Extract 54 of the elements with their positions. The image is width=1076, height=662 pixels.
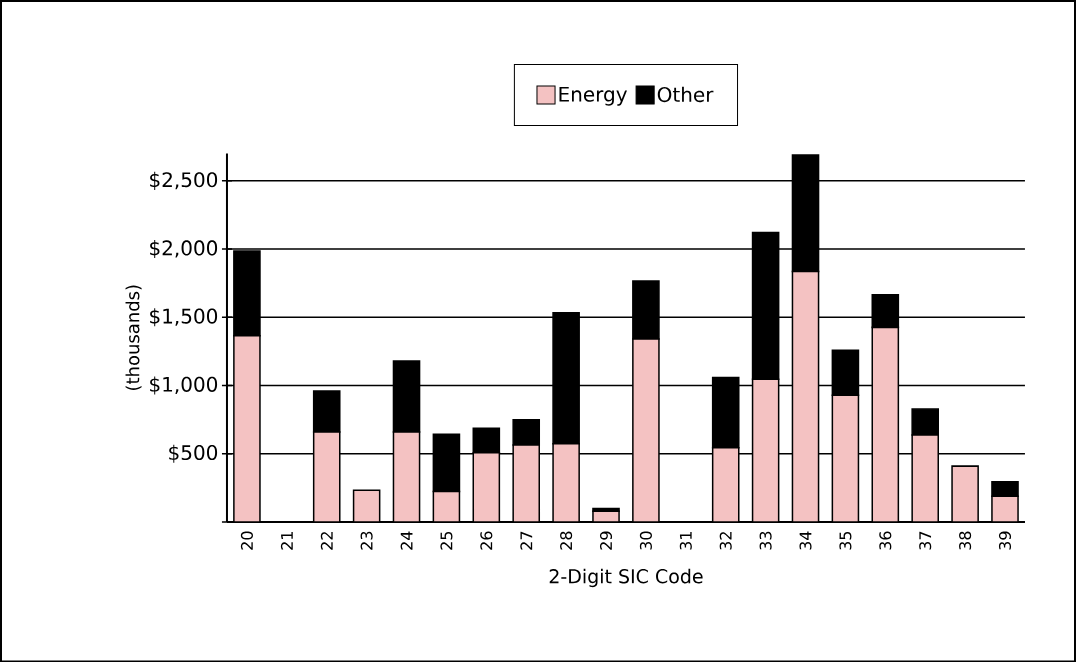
legend-label: Other xyxy=(657,86,714,102)
x-tick-label: 22 xyxy=(320,531,333,550)
bar xyxy=(632,338,660,522)
bar xyxy=(312,430,341,522)
y-axis-title: (thousands) xyxy=(125,285,142,390)
y-tick-label: $2,500 xyxy=(150,171,218,190)
bar xyxy=(472,451,501,522)
x-tick-label: 33 xyxy=(759,531,772,550)
x-tick-label: 28 xyxy=(560,531,573,550)
bar xyxy=(392,430,421,522)
x-tick-label: 25 xyxy=(440,531,453,550)
bar xyxy=(791,270,820,522)
bar xyxy=(312,389,341,433)
bar xyxy=(831,394,860,522)
bar xyxy=(911,434,940,522)
bar xyxy=(751,378,780,522)
x-tick-label: 24 xyxy=(400,531,413,550)
x-tick-label: 21 xyxy=(280,531,293,550)
x-tick-label: 20 xyxy=(240,531,253,550)
x-tick-label: 30 xyxy=(639,531,652,550)
x-tick-label: 23 xyxy=(360,531,373,550)
bar xyxy=(831,349,860,396)
x-tick-label: 31 xyxy=(679,531,692,550)
bar xyxy=(472,427,501,454)
x-tick-label: 38 xyxy=(959,531,972,550)
x-tick-label: 26 xyxy=(480,531,493,550)
x-tick-label: 37 xyxy=(919,531,932,550)
bar xyxy=(392,359,421,433)
bar xyxy=(432,433,461,493)
x-tick-label: 34 xyxy=(799,531,812,550)
y-tick-label: $2,000 xyxy=(150,239,218,258)
y-tick-label: $500 xyxy=(169,444,218,463)
bar xyxy=(552,311,580,445)
bar xyxy=(911,408,940,436)
y-tick-label: $1,500 xyxy=(150,307,218,327)
bar xyxy=(711,446,740,522)
x-tick-label: 35 xyxy=(839,531,852,550)
bar xyxy=(512,418,541,446)
bar xyxy=(233,334,261,522)
x-tick-label: 29 xyxy=(599,531,613,550)
bar xyxy=(871,326,900,522)
x-tick-label: 36 xyxy=(879,531,892,550)
bar xyxy=(632,280,660,340)
bar xyxy=(432,490,461,522)
x-tick-label: 39 xyxy=(998,531,1012,550)
x-tick-label: 27 xyxy=(520,531,533,550)
bar xyxy=(711,376,740,449)
y-tick-label: $1,000 xyxy=(150,376,218,395)
legend-label: Energy xyxy=(559,86,627,106)
bar xyxy=(512,444,541,522)
x-tick-label: 32 xyxy=(719,531,732,550)
bar xyxy=(871,293,900,328)
x-axis-title: 2-Digit SIC Code xyxy=(549,568,703,587)
bar xyxy=(352,489,381,522)
